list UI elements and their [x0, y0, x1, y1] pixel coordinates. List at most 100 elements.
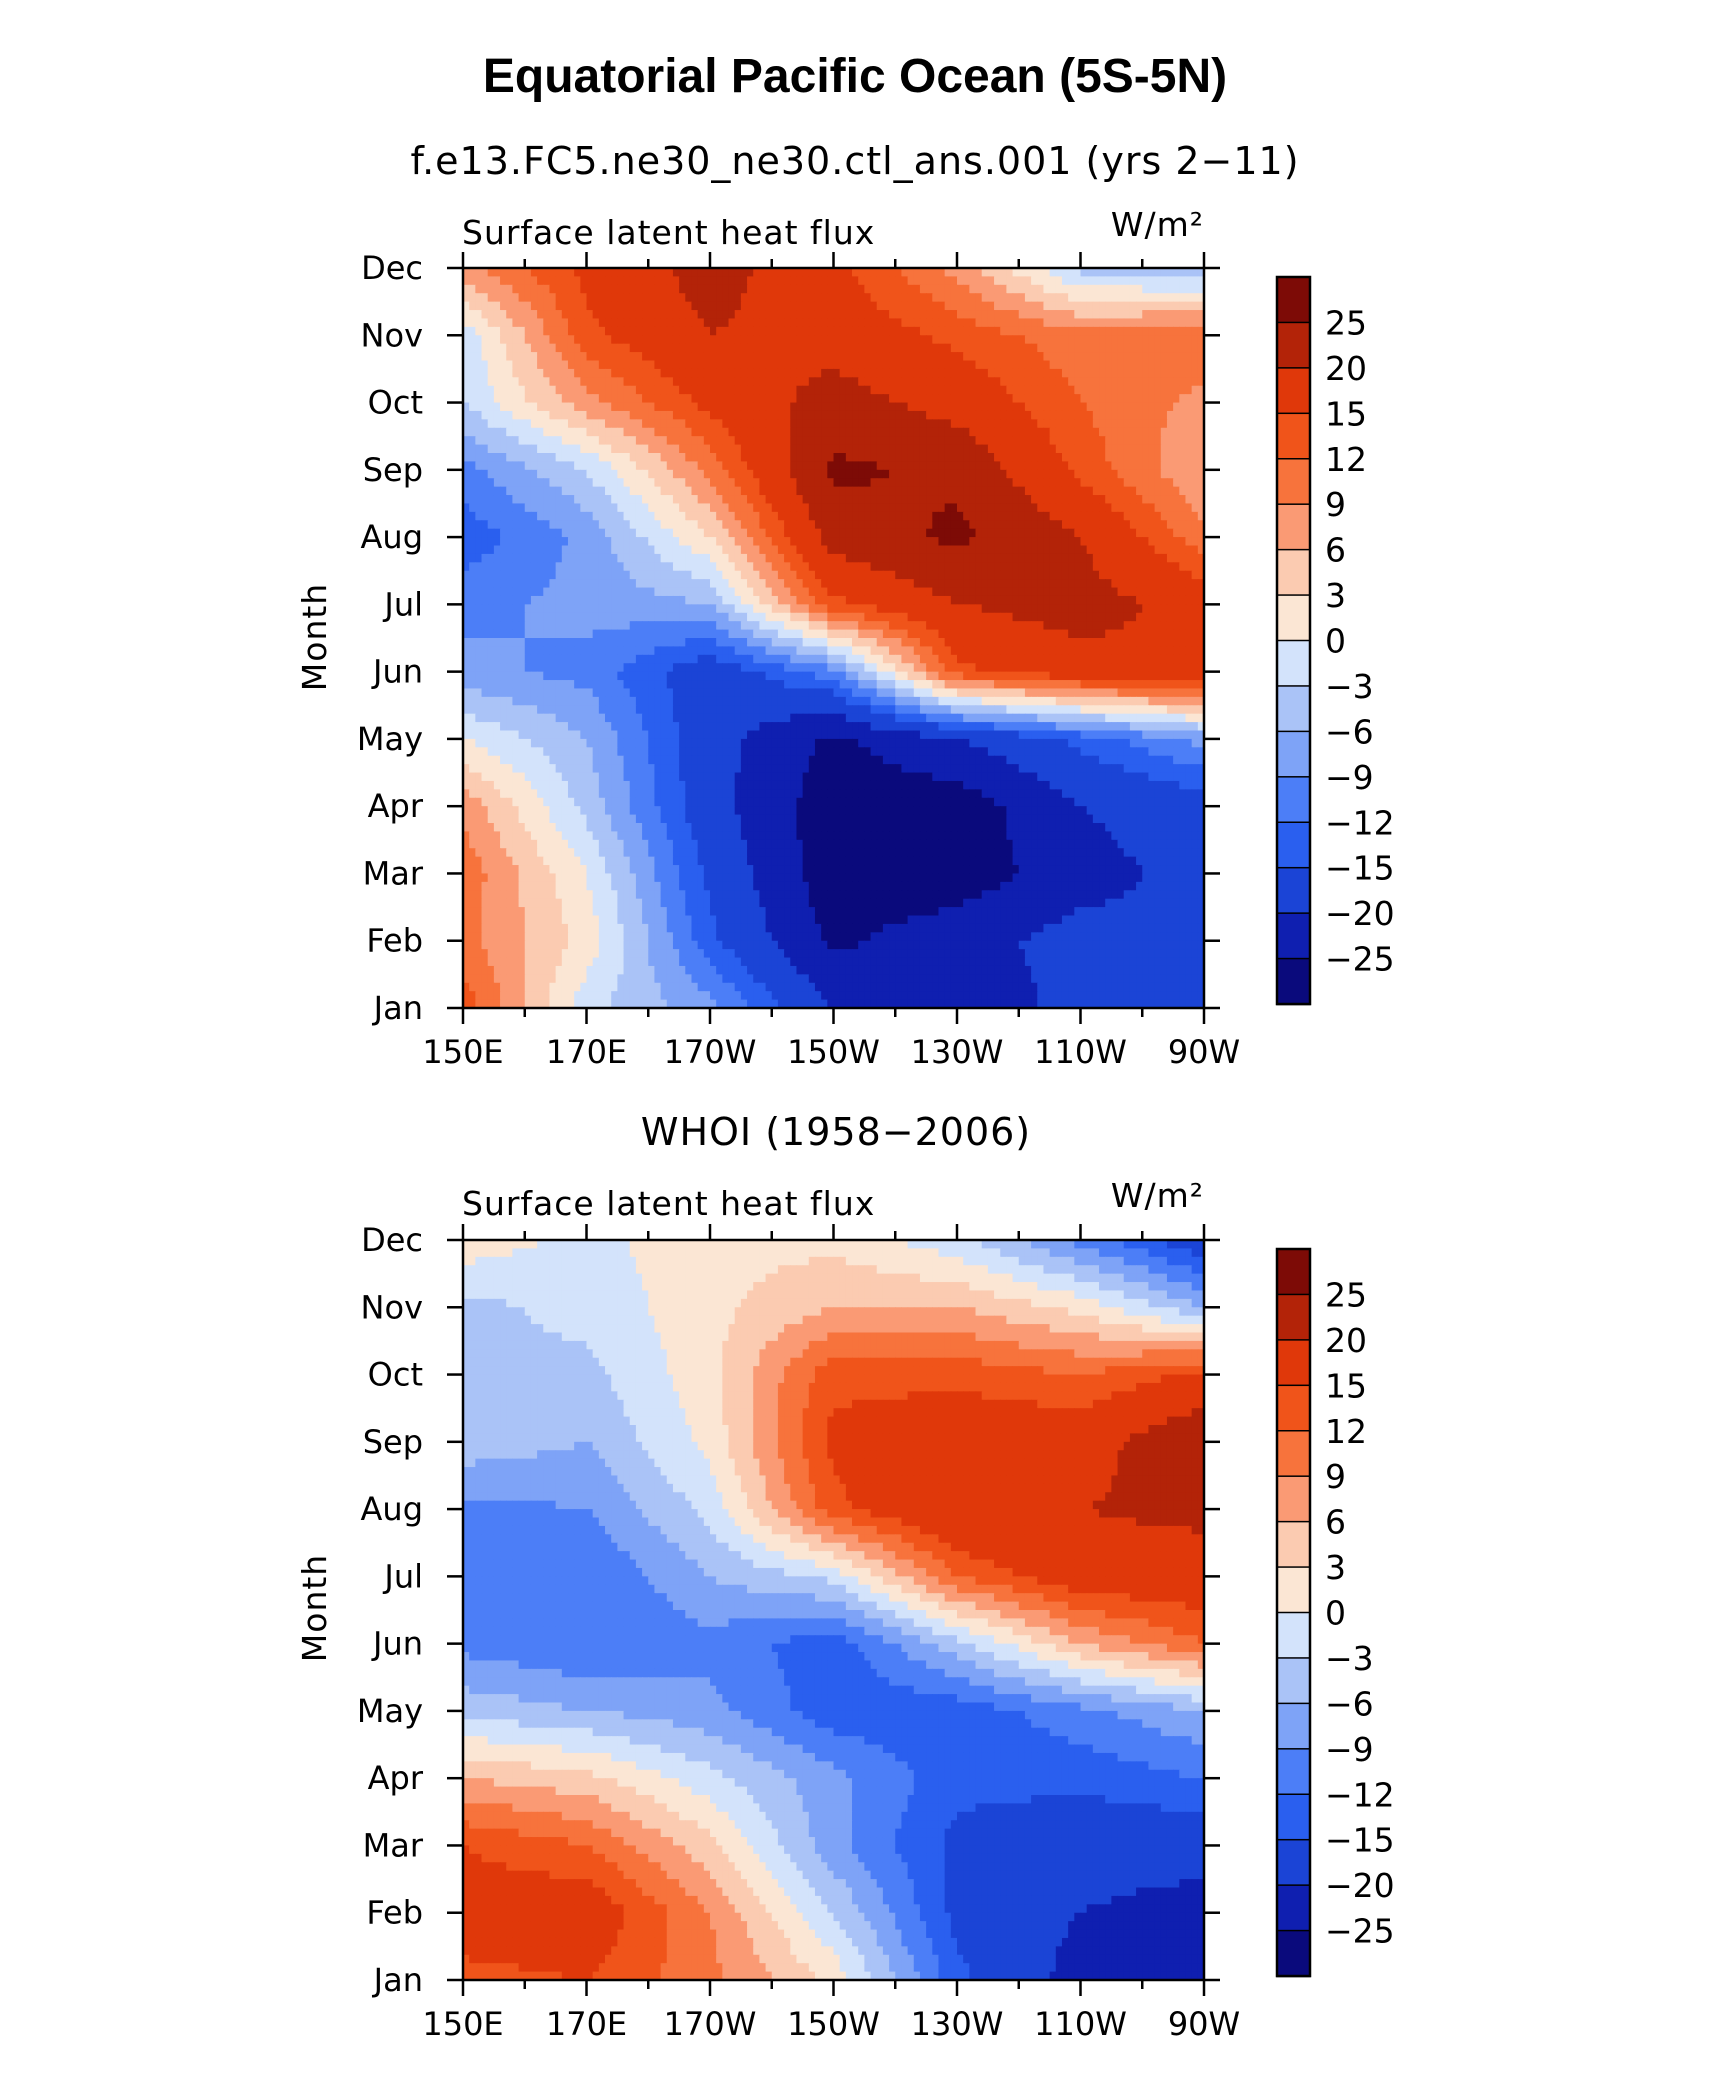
heatmap-cell — [1167, 411, 1174, 420]
heatmap-cell — [1087, 344, 1094, 353]
heatmap-cell — [778, 310, 785, 319]
heatmap-cell — [648, 445, 655, 454]
heatmap-cell — [790, 361, 797, 370]
heatmap-cell — [617, 335, 624, 344]
heatmap-cell — [821, 377, 828, 386]
heatmap-cell — [803, 394, 810, 403]
heatmap-cell — [883, 344, 890, 353]
heatmap-cell — [920, 403, 927, 412]
heatmap-cell — [895, 403, 902, 412]
heatmap-cell — [611, 335, 618, 344]
heatmap-cell — [969, 310, 976, 319]
heatmap-cell — [661, 361, 668, 370]
heatmap-cell — [982, 335, 989, 344]
heatmap-cell — [803, 377, 810, 386]
heatmap-cell — [722, 369, 729, 378]
heatmap-cell — [827, 293, 834, 302]
heatmap-cell — [864, 386, 871, 395]
heatmap-cell — [1130, 419, 1137, 428]
heatmap-cell — [525, 327, 532, 336]
heatmap-cell — [605, 419, 612, 428]
heatmap-cell — [661, 276, 668, 285]
heatmap-cell — [951, 268, 958, 277]
heatmap-cell — [914, 394, 921, 403]
heatmap-cell — [685, 394, 692, 403]
heatmap-cell — [1068, 352, 1075, 361]
heatmap-cell — [506, 445, 513, 454]
heatmap-cell — [858, 310, 865, 319]
heatmap-cell — [926, 386, 933, 395]
heatmap-cell — [932, 285, 939, 294]
heatmap-cell — [963, 428, 970, 437]
heatmap-cell — [1185, 293, 1192, 302]
heatmap-cell — [1192, 369, 1199, 378]
heatmap-cell — [1099, 310, 1106, 319]
heatmap-cell — [1099, 285, 1106, 294]
heatmap-cell — [525, 352, 532, 361]
heatmap-cell — [1000, 403, 1007, 412]
heatmap-cell — [846, 377, 853, 386]
heatmap-cell — [1185, 335, 1192, 344]
heatmap-cell — [803, 335, 810, 344]
heatmap-cell — [685, 318, 692, 327]
heatmap-cell — [1185, 403, 1192, 412]
heatmap-cell — [685, 428, 692, 437]
heatmap-cell — [1179, 386, 1186, 395]
heatmap-cell — [883, 302, 890, 311]
heatmap-cell — [568, 293, 575, 302]
heatmap-cell — [883, 276, 890, 285]
heatmap-cell — [920, 377, 927, 386]
heatmap-cell — [624, 310, 631, 319]
heatmap-cell — [1161, 411, 1168, 420]
heatmap-cell — [537, 361, 544, 370]
ylabel-model: Month — [295, 583, 334, 691]
heatmap-cell — [556, 369, 563, 378]
heatmap-cell — [982, 419, 989, 428]
heatmap-cell — [636, 335, 643, 344]
heatmap-cell — [679, 327, 686, 336]
heatmap-cell — [506, 403, 513, 412]
heatmap-cell — [1019, 411, 1026, 420]
heatmap-cell — [1136, 352, 1143, 361]
heatmap-cell — [945, 445, 952, 454]
heatmap-cell — [908, 445, 915, 454]
heatmap-cell — [482, 453, 489, 462]
heatmap-cell — [617, 386, 624, 395]
heatmap-cell — [747, 318, 754, 327]
heatmap-cell — [1081, 310, 1088, 319]
heatmap-cell — [803, 419, 810, 428]
heatmap-cell — [790, 352, 797, 361]
heatmap-cell — [1155, 369, 1162, 378]
heatmap-cell — [1031, 411, 1038, 420]
heatmap-cell — [735, 302, 742, 311]
heatmap-cell — [796, 276, 803, 285]
heatmap-cell — [691, 403, 698, 412]
heatmap-cell — [920, 302, 927, 311]
heatmap-cell — [969, 436, 976, 445]
heatmap-cell — [747, 411, 754, 420]
heatmap-cell — [747, 386, 754, 395]
heatmap-cell — [488, 419, 495, 428]
heatmap-cell — [796, 327, 803, 336]
heatmap-cell — [772, 369, 779, 378]
heatmap-cell — [587, 394, 594, 403]
heatmap-cell — [796, 318, 803, 327]
heatmap-cell — [1148, 369, 1155, 378]
heatmap-cell — [834, 361, 841, 370]
heatmap-cell — [914, 302, 921, 311]
heatmap-cell — [809, 403, 816, 412]
heatmap-cell — [685, 386, 692, 395]
heatmap-cell — [883, 293, 890, 302]
heatmap-cell — [1031, 293, 1038, 302]
heatmap-cell — [1013, 335, 1020, 344]
heatmap-cell — [506, 344, 513, 353]
heatmap-cell — [784, 369, 791, 378]
heatmap-cell — [778, 285, 785, 294]
heatmap-cell — [1000, 369, 1007, 378]
heatmap-cell — [698, 436, 705, 445]
heatmap-cell — [864, 394, 871, 403]
heatmap-cell — [901, 445, 908, 454]
heatmap-cell — [605, 352, 612, 361]
heatmap-cell — [729, 352, 736, 361]
heatmap-cell — [1130, 394, 1137, 403]
